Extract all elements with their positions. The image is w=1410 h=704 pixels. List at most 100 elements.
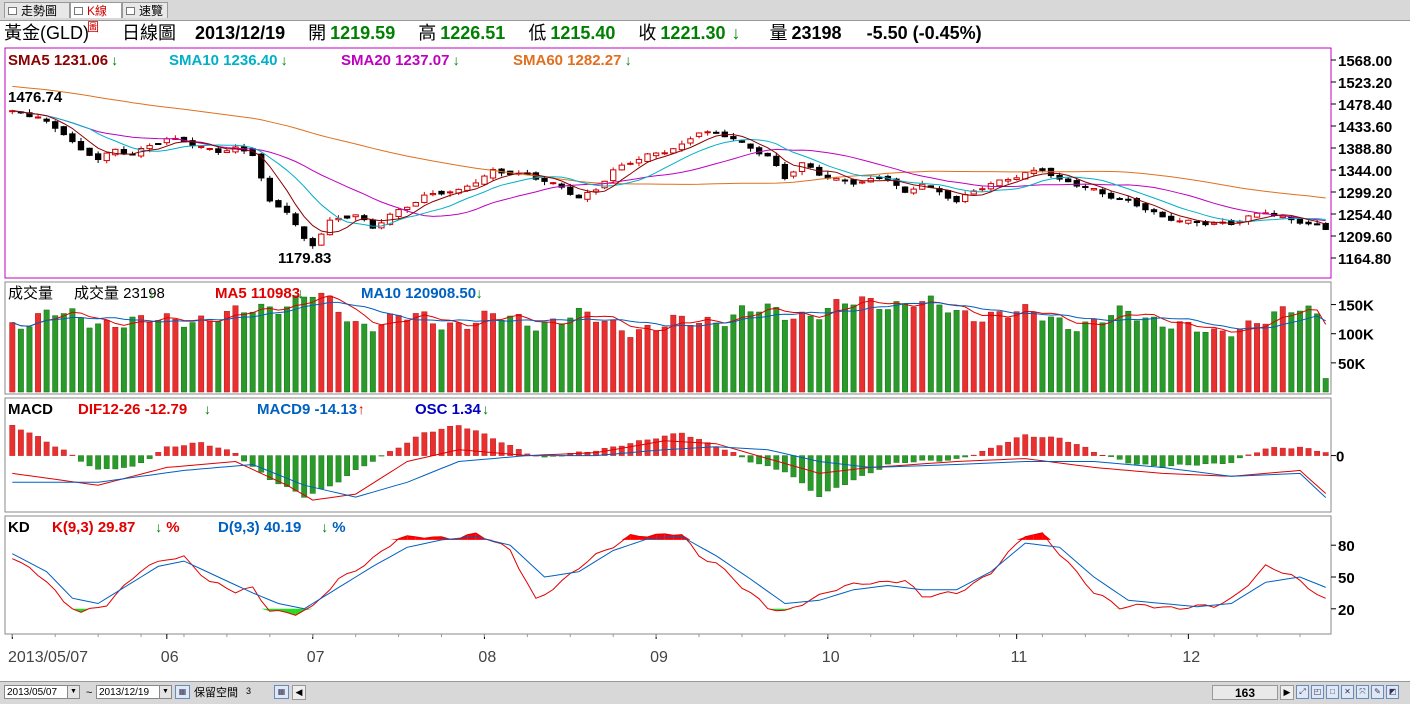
candle-body <box>164 139 169 143</box>
macd-osc-bar <box>1091 452 1096 455</box>
crosshair-icon[interactable]: ✕ <box>1341 685 1354 699</box>
macd-osc-bar <box>1057 438 1062 456</box>
volume-bar <box>1169 329 1174 392</box>
candle-body <box>35 117 40 118</box>
candle-body <box>636 159 641 163</box>
volume-bar <box>525 326 530 392</box>
macd-osc-bar <box>774 456 779 470</box>
candle-body <box>550 183 555 184</box>
candle-body <box>688 139 693 143</box>
candle-body <box>1126 199 1131 200</box>
macd-osc-bar <box>1169 456 1174 466</box>
macd-osc-bar <box>1263 449 1268 456</box>
scroll-left-button[interactable]: ◀ <box>292 685 306 700</box>
volume-bar <box>405 320 410 392</box>
open-label: 開 <box>308 23 326 43</box>
macd-osc-bar <box>731 452 736 455</box>
macd-osc-bar <box>963 456 968 457</box>
reset-icon[interactable]: ◩ <box>1386 685 1399 699</box>
kd-tick-label: 80 <box>1338 538 1355 555</box>
macd-osc-bar <box>1126 456 1131 464</box>
candle-body <box>1186 220 1191 223</box>
volume-bar <box>628 337 633 392</box>
macd-osc-bar <box>156 452 161 455</box>
calendar-icon[interactable]: ▦ <box>175 685 190 699</box>
zoom-in-icon[interactable]: ⤢ <box>1296 685 1309 699</box>
volume-bar <box>1254 323 1259 392</box>
volume-bar <box>1186 322 1191 392</box>
volume-bar <box>1005 318 1010 392</box>
price-tick-label: 1254.40 <box>1338 207 1392 224</box>
kline-icon <box>74 7 83 15</box>
volume-bar <box>1229 337 1234 392</box>
candle-body <box>267 178 272 201</box>
candle-body <box>859 182 864 183</box>
volume-bar <box>963 311 968 392</box>
macd-osc-bar <box>1297 447 1302 455</box>
volume-bar <box>585 312 590 392</box>
candle-body <box>473 183 478 186</box>
volume-bar <box>490 314 495 392</box>
volume-bar <box>473 323 478 392</box>
kd-tick-label: 20 <box>1338 602 1355 619</box>
price-tick-label: 1433.60 <box>1338 119 1392 136</box>
candle-body <box>70 134 75 142</box>
volume-bar <box>35 313 40 392</box>
candle-body <box>542 178 547 181</box>
settings-icon[interactable]: ▦ <box>274 685 289 699</box>
zoom-out-icon[interactable]: ◰ <box>1311 685 1324 699</box>
macd-osc-bar <box>473 431 478 456</box>
macd-osc-bar <box>10 425 15 455</box>
volume-bar <box>508 316 513 392</box>
from-date-select[interactable]: 2013/05/07▼ <box>4 685 80 699</box>
kd-legend-suffix: % <box>332 519 345 536</box>
fullscreen-icon[interactable]: ⤧ <box>1356 685 1369 699</box>
volume-bar <box>353 321 358 392</box>
volume-bar <box>1091 319 1096 392</box>
price-tick-label: 1164.80 <box>1338 251 1391 268</box>
tab-trend[interactable]: 走勢圖 <box>4 2 70 18</box>
volume-bar <box>834 299 839 392</box>
macd-osc-bar <box>1186 456 1191 465</box>
volume-tick-label: 50K <box>1338 356 1366 373</box>
volume-bar <box>362 324 367 392</box>
volume-bar <box>87 328 92 392</box>
candle-body <box>834 178 839 180</box>
macd-osc-bar <box>1237 456 1242 458</box>
to-date-select[interactable]: 2013/12/19▼ <box>96 685 172 699</box>
volume-bar <box>1100 323 1105 392</box>
period-icon[interactable]: □ <box>1326 685 1339 699</box>
macd-osc-bar <box>722 450 727 456</box>
volume-bar <box>336 312 341 392</box>
tab-kline[interactable]: K線圖 <box>70 2 122 18</box>
tab-overview[interactable]: 速覽 <box>122 2 168 18</box>
macd-osc-bar <box>302 456 307 498</box>
kd-legend-1: D(9,3) 40.19 <box>218 519 301 536</box>
macd-osc-bar <box>1100 455 1105 456</box>
scroll-right-button[interactable]: ▶ <box>1280 685 1294 700</box>
kd-tick-label: 50 <box>1338 570 1355 587</box>
candle-body <box>216 149 221 153</box>
volume-bar <box>198 316 203 392</box>
macd-osc-bar <box>95 456 100 470</box>
macd-osc-bar <box>190 443 195 456</box>
macd-osc-bar <box>808 456 813 491</box>
volume-bar <box>602 321 607 392</box>
macd-osc-bar <box>138 456 143 463</box>
candle-body <box>980 189 985 190</box>
candle-body <box>310 239 315 246</box>
volume-bar <box>662 327 667 392</box>
candle-body <box>465 186 470 190</box>
volume-bar <box>241 313 246 392</box>
macd-osc-bar <box>1220 456 1225 464</box>
volume-bar <box>216 322 221 392</box>
volume-bar <box>550 319 555 392</box>
chart-canvas[interactable]: 1568.001523.201478.401433.601388.801344.… <box>0 46 1410 681</box>
volume-bar <box>997 312 1002 392</box>
volume-bar <box>130 317 135 392</box>
macd-osc-bar <box>336 456 341 482</box>
price-min-label: 1179.83 <box>278 250 331 267</box>
macd-osc-bar <box>1272 447 1277 455</box>
macd-osc-bar <box>344 456 349 476</box>
draw-tool-icon[interactable]: ✎ <box>1371 685 1384 699</box>
